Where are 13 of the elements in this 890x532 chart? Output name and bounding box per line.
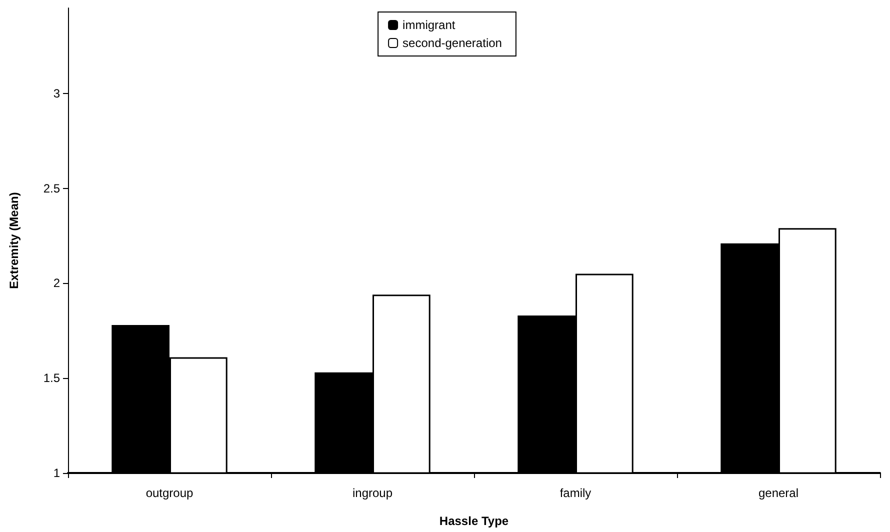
x-axis-title: Hassle Type bbox=[439, 514, 509, 528]
x-tick-label: general bbox=[758, 486, 799, 500]
legend-label: immigrant bbox=[402, 18, 456, 32]
y-tick-label: 3 bbox=[53, 86, 60, 100]
x-tick-label: family bbox=[560, 486, 592, 500]
y-tick-label: 2 bbox=[53, 276, 60, 290]
x-tick-label: ingroup bbox=[352, 486, 393, 500]
y-tick-label: 1.5 bbox=[43, 371, 60, 386]
legend-label: second-generation bbox=[402, 36, 502, 50]
y-tick-label: 1 bbox=[53, 466, 60, 480]
x-tick-label: outgroup bbox=[146, 486, 194, 500]
y-axis-title: Extremity (Mean) bbox=[7, 192, 21, 289]
y-tick-label: 2.5 bbox=[43, 181, 60, 196]
